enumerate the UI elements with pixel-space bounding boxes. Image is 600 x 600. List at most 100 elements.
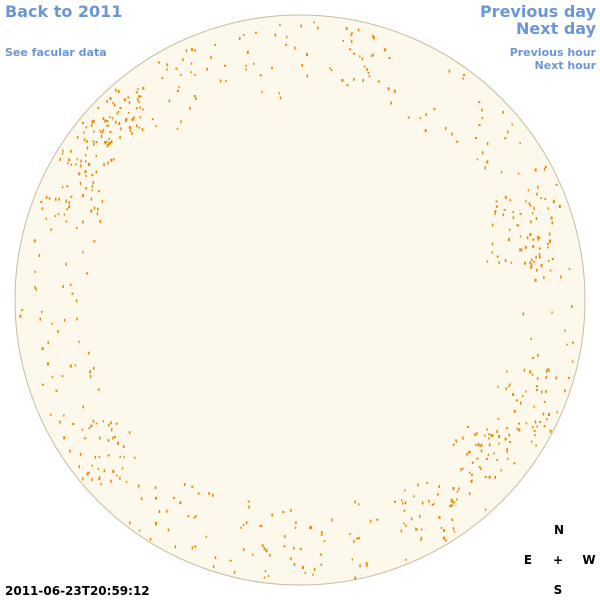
facula-dot xyxy=(560,275,562,279)
facula-dot xyxy=(58,197,60,201)
facula-dot xyxy=(404,489,406,492)
facula-dot xyxy=(115,422,118,425)
facula-dot xyxy=(534,420,537,424)
facula-dot xyxy=(99,129,102,133)
facula-dot xyxy=(481,151,484,155)
facula-dot xyxy=(506,450,508,453)
facula-dot xyxy=(38,254,41,257)
facula-dot xyxy=(193,516,196,519)
facula-dot xyxy=(527,189,530,192)
facula-dot xyxy=(509,441,511,444)
facula-dot xyxy=(487,453,490,456)
back-link[interactable]: Back to 2011 xyxy=(5,2,122,21)
facula-dot xyxy=(543,425,546,428)
facula-dot xyxy=(139,116,141,119)
facula-dot xyxy=(123,98,126,102)
facula-dot xyxy=(497,417,500,420)
facula-dot xyxy=(117,441,120,445)
facula-dot xyxy=(477,443,480,446)
facula-dot xyxy=(403,509,406,512)
facula-dot xyxy=(173,496,176,499)
facula-dot xyxy=(182,58,184,62)
facula-dot xyxy=(417,483,419,487)
facula-dot xyxy=(98,476,101,479)
facula-dot xyxy=(469,471,471,474)
facula-dot xyxy=(370,55,373,57)
facula-dot xyxy=(372,53,374,57)
next-day-link[interactable]: Next day xyxy=(516,19,597,38)
facula-dot xyxy=(530,220,532,224)
facula-dot xyxy=(123,445,125,448)
facula-dot xyxy=(535,444,537,447)
facula-dot xyxy=(90,124,93,128)
facula-dot xyxy=(456,498,458,501)
facula-dot xyxy=(376,518,379,521)
facula-dot xyxy=(128,101,131,105)
facula-dot xyxy=(62,149,64,152)
facula-dot xyxy=(564,329,566,332)
facula-dot xyxy=(80,159,82,163)
facula-dot xyxy=(88,471,90,474)
facula-dot xyxy=(63,414,65,417)
facula-dot xyxy=(509,383,511,386)
facula-dot xyxy=(346,84,349,87)
facular-link[interactable]: See facular data xyxy=(5,46,107,59)
facula-dot xyxy=(433,503,435,506)
previous-day-link[interactable]: Previous day xyxy=(480,2,597,21)
facula-dot xyxy=(175,67,178,70)
facula-dot xyxy=(404,501,407,505)
facula-dot xyxy=(89,370,92,374)
facula-dot xyxy=(394,500,396,503)
facula-dot xyxy=(102,128,105,132)
facula-dot xyxy=(247,500,250,503)
facula-dot xyxy=(70,283,72,286)
facula-dot xyxy=(102,117,105,121)
facula-dot xyxy=(97,207,99,211)
facula-dot xyxy=(480,443,483,447)
facula-dot xyxy=(363,65,366,68)
previous-hour-link[interactable]: Previous hour xyxy=(510,46,597,59)
facula-dot xyxy=(103,469,106,473)
facula-dot xyxy=(96,212,99,216)
facula-dot xyxy=(540,263,543,267)
facula-dot xyxy=(552,200,555,204)
facula-dot xyxy=(62,285,64,289)
facula-dot xyxy=(538,253,541,257)
facula-dot xyxy=(246,50,249,54)
facula-dot xyxy=(108,138,110,141)
facula-dot xyxy=(549,269,552,272)
facula-dot xyxy=(103,163,105,167)
facula-dot xyxy=(95,154,97,157)
facula-dot xyxy=(91,174,94,177)
facula-dot xyxy=(285,43,288,46)
facula-dot xyxy=(496,205,498,208)
next-hour-link[interactable]: Next hour xyxy=(535,59,597,72)
facula-dot xyxy=(99,220,101,223)
facula-dot xyxy=(68,201,70,205)
facula-dot xyxy=(92,419,95,423)
facula-dot xyxy=(524,261,527,265)
facula-dot xyxy=(157,61,160,64)
facula-dot xyxy=(51,376,54,379)
facula-dot xyxy=(551,311,553,314)
facula-dot xyxy=(260,524,263,527)
facula-dot xyxy=(498,435,500,439)
facula-dot xyxy=(530,204,532,207)
facula-dot xyxy=(174,545,177,549)
facula-dot xyxy=(496,255,499,258)
facula-dot xyxy=(309,526,311,530)
facula-dot xyxy=(416,528,418,531)
facula-dot xyxy=(543,276,545,280)
facula-dot xyxy=(91,464,94,467)
facula-dot xyxy=(538,247,541,250)
facula-dot xyxy=(271,67,273,70)
facula-dot xyxy=(109,131,112,133)
facula-dot xyxy=(507,238,510,242)
facula-dot xyxy=(481,108,483,112)
facula-dot xyxy=(320,531,323,534)
facula-dot xyxy=(555,183,558,186)
facula-dot xyxy=(452,527,455,531)
facula-dot xyxy=(516,224,518,227)
facula-dot xyxy=(470,479,472,483)
